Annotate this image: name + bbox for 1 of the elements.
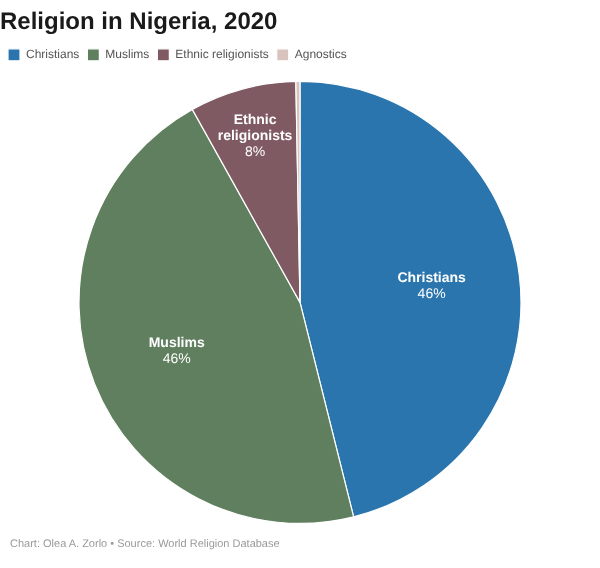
chart-title: Religion in Nigeria, 2020 <box>0 7 279 36</box>
